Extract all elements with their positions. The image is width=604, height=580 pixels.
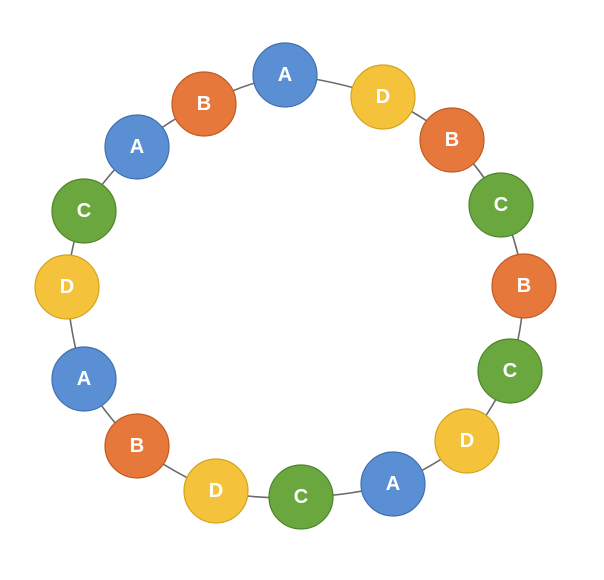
- node-circle: [104, 114, 170, 180]
- node-label: D: [209, 480, 223, 502]
- node-circle: [268, 464, 334, 530]
- node-circle: [51, 178, 117, 244]
- ring-node-b: B: [171, 71, 237, 137]
- node-label: C: [494, 194, 508, 216]
- node-circle: [350, 64, 416, 130]
- node-label: D: [460, 430, 474, 452]
- node-label: A: [278, 64, 292, 86]
- node-circle: [34, 254, 100, 320]
- node-circle: [434, 408, 500, 474]
- ring-node-a: A: [252, 42, 318, 108]
- node-circle: [491, 253, 557, 319]
- node-circle: [468, 172, 534, 238]
- ring-node-c: C: [51, 178, 117, 244]
- node-circle: [360, 451, 426, 517]
- ring-node-c: C: [468, 172, 534, 238]
- node-label: A: [386, 473, 400, 495]
- node-label: C: [294, 486, 308, 508]
- node-circle: [419, 107, 485, 173]
- ring-node-c: C: [477, 338, 543, 404]
- ring-node-a: A: [51, 346, 117, 412]
- node-label: D: [376, 86, 390, 108]
- ring-node-b: B: [491, 253, 557, 319]
- node-circle: [183, 458, 249, 524]
- node-label: B: [445, 129, 459, 151]
- node-circle: [252, 42, 318, 108]
- ring-nodes: A D B C B C D A C D B A D C A B: [34, 42, 557, 530]
- node-label: C: [77, 200, 91, 222]
- node-label: D: [60, 276, 74, 298]
- node-label: B: [197, 93, 211, 115]
- node-circle: [51, 346, 117, 412]
- node-label: A: [130, 136, 144, 158]
- ring-node-a: A: [360, 451, 426, 517]
- node-circle: [104, 413, 170, 479]
- ring-node-c: C: [268, 464, 334, 530]
- node-label: B: [517, 275, 531, 297]
- ring-node-b: B: [104, 413, 170, 479]
- ring-node-d: D: [34, 254, 100, 320]
- node-label: B: [130, 435, 144, 457]
- node-label: A: [77, 368, 91, 390]
- node-circle: [477, 338, 543, 404]
- node-circle: [171, 71, 237, 137]
- ring-node-a: A: [104, 114, 170, 180]
- ring-node-b: B: [419, 107, 485, 173]
- ring-node-d: D: [434, 408, 500, 474]
- node-label: C: [503, 360, 517, 382]
- ring-node-d: D: [183, 458, 249, 524]
- ring-node-d: D: [350, 64, 416, 130]
